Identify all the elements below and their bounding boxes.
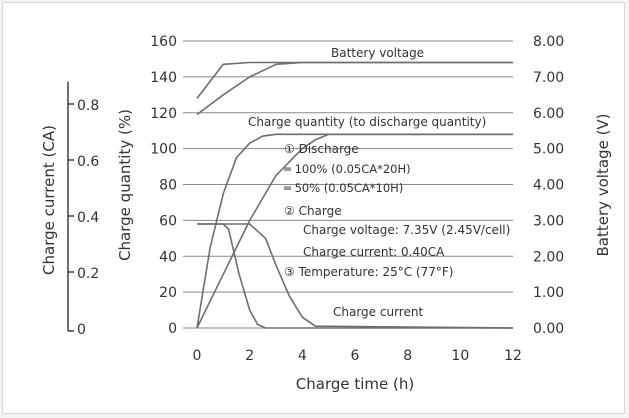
x-tick: 10	[451, 348, 469, 364]
series-line-3	[196, 133, 513, 329]
annotation-8: Charge current: 0.40CA	[303, 245, 445, 259]
x-tick: 8	[403, 348, 412, 364]
y-tick-quantity: 60	[159, 213, 177, 229]
charge-characteristics-chart: 0204060801001201401600.001.002.003.004.0…	[40, 34, 612, 393]
y-tick-quantity: 120	[150, 106, 177, 122]
y-tick-quantity: 80	[159, 178, 177, 194]
y-axis-title-current: Charge current (CA)	[40, 125, 58, 275]
chart-frame: 0 20 40 60 80 100 120 140 160 0.00 1.00 2.00 3.00 4.0…	[2, 2, 625, 414]
x-tick: 4	[298, 348, 307, 364]
series-line-5	[197, 223, 513, 329]
y-tick-current: 0.2	[77, 266, 99, 282]
annotation-5: ═ 50% (0.05CA*10H)	[283, 181, 403, 195]
x-tick: 6	[351, 348, 360, 364]
y-tick-voltage: 4.00	[533, 178, 564, 194]
annotation-1: Battery voltage	[331, 46, 424, 60]
y-tick-voltage: 2.00	[533, 249, 564, 265]
annotation-4: ═ 100% (0.05CA*20H)	[283, 162, 411, 176]
x-tick: 12	[504, 348, 522, 364]
annotation-7: Charge voltage: 7.35V (2.45V/cell)	[303, 223, 510, 237]
annotation-6: ② Charge	[284, 204, 342, 218]
y-tick-current: 0.4	[77, 210, 99, 226]
y-tick-voltage: 5.00	[533, 142, 564, 158]
series-line-6	[197, 223, 514, 329]
y-tick-current: 0.6	[77, 154, 99, 170]
x-tick: 2	[245, 348, 254, 364]
annotation-3: ① Discharge	[284, 142, 359, 156]
y-tick-quantity: 160	[150, 34, 177, 50]
y-tick-voltage: 0.00	[533, 321, 564, 337]
y-tick-voltage: 3.00	[533, 213, 564, 229]
annotation-9: ③ Temperature: 25°C (77°F)	[284, 265, 453, 279]
y-tick-quantity: 0	[168, 321, 177, 337]
y-axis-title-voltage: Battery voltage (V)	[594, 113, 612, 256]
y-tick-quantity: 40	[159, 249, 177, 265]
y-tick-voltage: 7.00	[533, 70, 564, 86]
y-tick-current: 0.8	[77, 98, 99, 114]
y-axis-title-quantity: Charge quantity (%)	[116, 109, 134, 261]
x-axis-title: Charge time (h)	[296, 375, 414, 393]
series-line-4	[196, 133, 513, 329]
y-tick-current: 0	[77, 322, 86, 338]
y-tick-quantity: 20	[159, 285, 177, 301]
y-tick-voltage: 8.00	[533, 34, 564, 50]
y-tick-quantity: 100	[150, 142, 177, 158]
y-tick-voltage: 6.00	[533, 106, 564, 122]
series-line-2	[196, 61, 513, 116]
y-tick-quantity: 140	[150, 70, 177, 86]
y-tick-voltage: 1.00	[533, 285, 564, 301]
annotation-2: Charge quantity (to discharge quantity)	[248, 115, 486, 129]
x-tick: 0	[193, 348, 202, 364]
annotation-10: Charge current	[333, 305, 423, 319]
